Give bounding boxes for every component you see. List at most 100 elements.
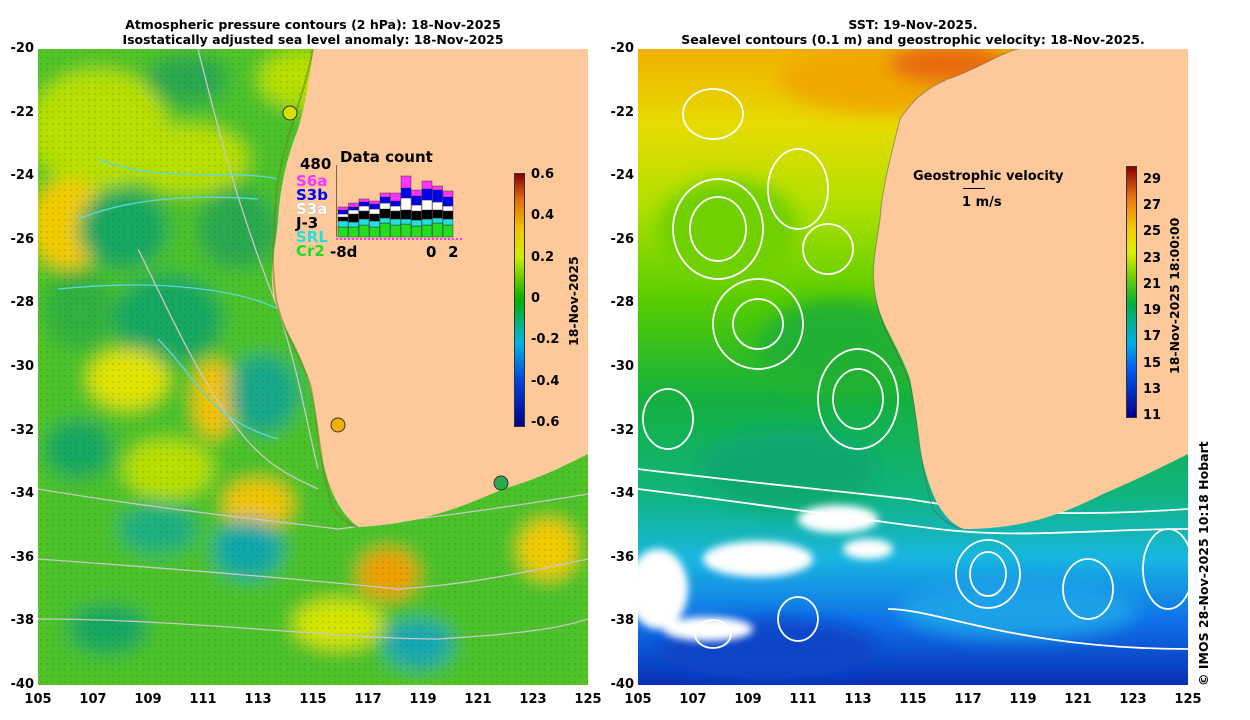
data-count-bar-segment <box>390 192 401 202</box>
sst-colorbar <box>1126 166 1137 418</box>
latitude-tick-label: -32 <box>10 422 35 438</box>
colorbar-tick-label: 15 <box>1143 355 1162 371</box>
velocity-scale-arrow <box>963 188 985 189</box>
latitude-tick-label: -22 <box>610 104 635 120</box>
data-count-bar-segment <box>379 196 391 204</box>
data-count-bar-segment <box>358 210 370 220</box>
data-count-bar-segment <box>348 226 359 238</box>
data-count-max: 480 <box>300 155 332 173</box>
mission-label: S6a <box>296 172 328 190</box>
colorbar-tick-label: -0.6 <box>531 415 560 430</box>
sealevel-contours[interactable] <box>638 88 1188 650</box>
left-map-title-line1: Atmospheric pressure contours (2 hPa): 1… <box>125 17 501 32</box>
latitude-tick-label: -34 <box>610 486 635 502</box>
latitude-tick-label: -34 <box>10 486 35 502</box>
colorbar-tick-label: 17 <box>1143 329 1162 345</box>
latitude-tick-label: -28 <box>610 295 635 311</box>
longitude-tick-label: 121 <box>1064 692 1092 707</box>
data-count-bar-segment <box>421 218 433 226</box>
data-count-bar-segment <box>432 217 443 224</box>
colorbar-tick-label: 0 <box>531 291 541 306</box>
data-count-bar-segment <box>369 213 380 222</box>
longitude-tick-label: 105 <box>624 692 652 707</box>
longitude-tick-label: 117 <box>954 692 982 707</box>
colorbar-tick-label: 0.6 <box>531 167 555 182</box>
data-count-bar-segment <box>390 210 401 220</box>
sst-map: Geostrophic velocity 1 m/s <box>638 49 1188 685</box>
data-count-bar-segment <box>411 204 422 212</box>
data-count-bar-segment <box>411 210 422 221</box>
longitude-tick-label: 125 <box>1174 692 1202 707</box>
sla-colorbar <box>514 173 525 427</box>
data-count-inset: 480 Data count S6a S3b S3a J-3 SRL Cr2 -8d 0 … <box>296 147 476 267</box>
data-count-bar-segment <box>379 192 391 198</box>
latitude-tick-label: -32 <box>610 422 635 438</box>
data-count-bar-segment <box>411 225 422 238</box>
longitude-tick-label: 113 <box>844 692 872 707</box>
velocity-legend-scale: 1 m/s <box>962 195 1002 210</box>
data-count-bar-segment <box>379 217 391 224</box>
latitude-tick-label: -30 <box>10 359 35 374</box>
data-count-bar-segment <box>390 224 401 238</box>
data-count-bar-segment <box>390 200 401 207</box>
data-count-bar-segment <box>421 224 433 238</box>
longitude-tick-label: 109 <box>734 692 762 707</box>
data-count-bars <box>336 165 464 240</box>
mission-label: J-3 <box>296 214 319 232</box>
data-count-bar-segment <box>348 221 359 228</box>
longitude-tick-label: 119 <box>1009 692 1037 707</box>
data-count-bar-segment <box>369 220 380 228</box>
data-count-bar-segment <box>400 218 412 225</box>
data-count-bar-segment <box>348 206 359 211</box>
latitude-tick-label: -40 <box>610 677 635 692</box>
latitude-tick-label: -38 <box>610 613 635 629</box>
longitude-tick-label: 109 <box>134 692 162 707</box>
longitude-tick-label: 113 <box>244 692 272 707</box>
mission-label: S3b <box>296 186 328 204</box>
data-count-bar-segment <box>400 197 412 211</box>
latitude-tick-label: -30 <box>610 359 635 374</box>
data-count-bar-segment <box>432 209 443 219</box>
data-count-bar-segment <box>442 196 454 207</box>
colorbar-tick-label: 19 <box>1143 303 1162 319</box>
left-map-title-line2: Isostatically adjusted sea level anomaly… <box>122 32 504 47</box>
latitude-tick-label: -36 <box>10 549 35 565</box>
data-count-bar-segment <box>421 180 433 190</box>
data-count-bar-segment <box>400 187 412 199</box>
tide-gauge-marker[interactable] <box>493 475 509 491</box>
longitude-tick-label: 123 <box>519 692 547 707</box>
data-count-bar-segment <box>348 209 359 215</box>
colorbar-tick-label: 0.4 <box>531 208 555 224</box>
latitude-tick-label: -20 <box>10 41 35 56</box>
longitude-tick-label: 105 <box>24 692 52 707</box>
colorbar-tick-label: 0.2 <box>531 249 555 265</box>
australia-land <box>873 49 1188 529</box>
data-count-bar-segment <box>411 195 422 206</box>
colorbar-tick-label: 13 <box>1143 381 1162 397</box>
data-count-bar-segment <box>358 198 370 203</box>
data-count-bar-segment <box>369 203 380 210</box>
tide-gauge-marker[interactable] <box>282 105 298 121</box>
cloud-mask <box>638 505 893 641</box>
data-count-title: Data count <box>340 148 433 166</box>
data-count-bar-segment <box>379 202 391 210</box>
tide-gauge-marker[interactable] <box>330 417 346 433</box>
latitude-tick-label: -38 <box>10 613 35 629</box>
data-count-bar-segment <box>432 201 443 211</box>
data-count-bar-segment <box>421 209 433 220</box>
latitude-tick-label: -24 <box>10 168 35 184</box>
colorbar-tick-label: 29 <box>1143 172 1162 187</box>
latitude-tick-label: -36 <box>610 549 635 565</box>
colorbar-tick-label: 21 <box>1143 276 1162 292</box>
longitude-tick-label: 117 <box>354 692 382 707</box>
longitude-tick-label: 119 <box>409 692 437 707</box>
latitude-tick-label: -26 <box>10 231 35 247</box>
colorbar-tick-label: -0.4 <box>531 373 560 389</box>
longitude-tick-label: 107 <box>679 692 707 707</box>
longitude-tick-label: 115 <box>899 692 927 707</box>
right-colorbar-date: 18-Nov-2025 18:00:00 <box>1167 217 1182 374</box>
data-count-x-mid: 0 <box>426 243 437 261</box>
latitude-tick-label: -24 <box>610 168 635 184</box>
data-count-x-left: -8d <box>330 243 358 261</box>
colorbar-tick-label: 25 <box>1143 224 1162 240</box>
